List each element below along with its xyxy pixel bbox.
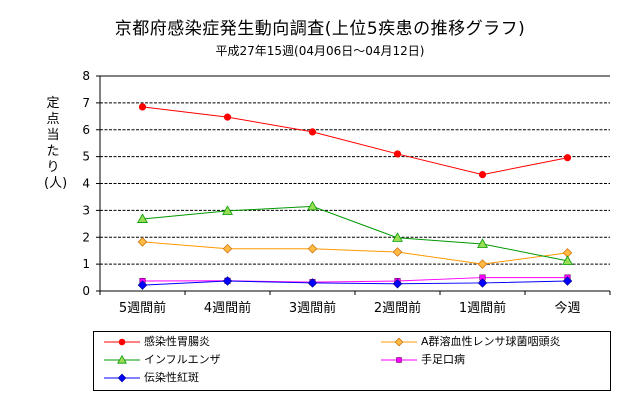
legend-marker	[117, 373, 127, 383]
data-point	[392, 232, 403, 242]
x-tick-label: 1週間前	[459, 300, 506, 316]
x-tick-label: 4週間前	[204, 300, 251, 316]
data-point	[562, 276, 573, 286]
data-point	[393, 150, 402, 158]
legend-marker	[396, 357, 402, 363]
y-tick-label: 5	[82, 150, 90, 164]
data-point	[138, 103, 147, 111]
y-tick-label: 4	[82, 177, 90, 191]
data-point	[223, 113, 232, 121]
y-tick-label: 0	[82, 284, 90, 298]
legend-marker	[394, 337, 404, 347]
data-point	[307, 200, 318, 211]
data-point	[478, 171, 487, 179]
legend-marker	[118, 338, 126, 346]
legend-swatch	[381, 357, 417, 363]
legend-marker	[117, 354, 127, 364]
y-tick-label: 2	[82, 230, 90, 244]
y-tick-label: 7	[82, 96, 90, 110]
data-point	[222, 276, 233, 286]
legend-label: 手足口病	[421, 353, 465, 366]
data-point	[392, 247, 403, 257]
legend-swatch	[381, 337, 417, 347]
data-point	[392, 278, 403, 289]
data-point	[477, 278, 488, 288]
line-chart: 0 1 2 3 4 5 6 7 8 5週間前 4週間前 3週間前 2週間前 1週間前 今週	[82, 69, 611, 316]
chart-title: 京都府感染症発生動向調査(上位5疾患の推移グラフ)	[114, 19, 526, 39]
data-point	[477, 238, 488, 248]
series-line-4	[142, 280, 568, 286]
data-point	[137, 280, 148, 290]
legend-swatch	[104, 338, 140, 346]
legend-swatch	[104, 373, 140, 383]
x-tick-label: 3週間前	[289, 300, 336, 316]
data-point	[563, 154, 572, 162]
x-tick-label: 2週間前	[374, 300, 421, 316]
legend-label: 伝染性紅斑	[144, 371, 199, 384]
data-point	[222, 205, 233, 215]
data-point	[137, 213, 148, 223]
data-point	[562, 255, 573, 265]
chart-legend: 感染性胃腸炎 A群溶血性レンサ球菌咽頭炎インフルエンザ 手足口病伝染性紅斑	[93, 331, 611, 391]
series-line-2	[142, 205, 568, 262]
series-line-0	[142, 106, 568, 176]
data-point	[222, 244, 233, 254]
legend-swatch	[104, 354, 140, 364]
y-tick-label: 1	[82, 257, 90, 271]
data-point	[307, 244, 318, 254]
data-point	[308, 128, 317, 136]
y-axis-label: 定点当たり(人)	[44, 96, 68, 191]
x-tick-label: 5週間前	[119, 300, 166, 316]
legend-label: 感染性胃腸炎	[144, 335, 210, 348]
data-point	[477, 259, 488, 269]
legend-label: A群溶血性レンサ球菌咽頭炎	[421, 335, 561, 348]
series-line-1	[142, 241, 568, 265]
x-tick-label: 今週	[554, 300, 580, 316]
series-line-3	[142, 277, 568, 283]
y-tick-label: 3	[82, 203, 90, 217]
y-tick-label: 6	[82, 123, 90, 137]
legend-label: インフルエンザ	[144, 353, 221, 366]
data-point	[137, 237, 148, 247]
y-tick-label: 8	[82, 69, 90, 83]
chart-subtitle: 平成27年15週(04月06日〜04月12日)	[215, 44, 425, 58]
data-point	[307, 278, 318, 288]
